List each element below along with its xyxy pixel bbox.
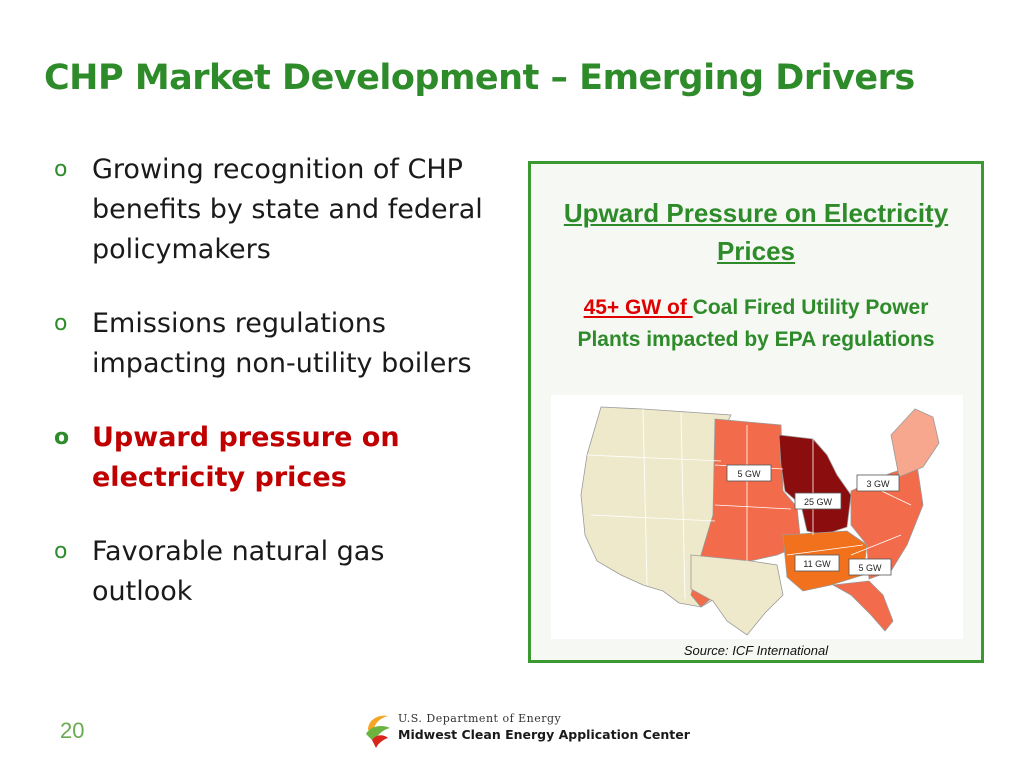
svg-text:3 GW: 3 GW bbox=[866, 479, 890, 489]
svg-text:11 GW: 11 GW bbox=[803, 559, 831, 569]
panel-stat: 45+ GW of Coal Fired Utility Power Plant… bbox=[551, 292, 961, 356]
stat-highlight: 45+ GW of bbox=[583, 296, 693, 319]
page-number: 20 bbox=[60, 718, 85, 743]
footer-logo: U.S. Department of Energy Midwest Clean … bbox=[362, 708, 690, 752]
bullet-text: Emissions regulations impacting non-util… bbox=[92, 308, 472, 379]
us-map: 5 GW 25 GW 3 GW 11 GW 5 GW bbox=[551, 395, 963, 639]
bullet-item: o Favorable natural gas outlook bbox=[54, 532, 484, 612]
map-region-florida bbox=[831, 580, 894, 632]
stat-text: Coal Fired Utility Power Plants impacted… bbox=[577, 296, 935, 351]
footer-center-name: Midwest Clean Energy Application Center bbox=[398, 727, 690, 742]
map-label-25gw-lakes: 25 GW bbox=[794, 492, 842, 510]
info-panel: Upward Pressure on Electricity Prices 45… bbox=[528, 161, 984, 663]
map-label-5gw-plains: 5 GW bbox=[726, 464, 772, 482]
bullet-marker: o bbox=[54, 157, 68, 182]
panel-heading: Upward Pressure on Electricity Prices bbox=[563, 198, 949, 266]
bullet-item: o Emissions regulations impacting non-ut… bbox=[54, 304, 484, 384]
bullet-marker: o bbox=[54, 539, 68, 564]
source-caption: Source: ICF International bbox=[683, 643, 829, 658]
bullet-item-highlighted: o Upward pressure on electricity prices bbox=[54, 418, 484, 498]
map-region-great-lakes bbox=[778, 434, 852, 536]
slide-title: CHP Market Development – Emerging Driver… bbox=[44, 58, 915, 98]
bullet-marker: o bbox=[54, 425, 70, 450]
doe-flame-icon bbox=[366, 715, 390, 748]
map-label-5gw-southeast: 5 GW bbox=[848, 558, 892, 576]
bullet-text: Favorable natural gas outlook bbox=[92, 536, 385, 607]
footer-org-line: U.S. Department of Energy bbox=[398, 712, 562, 725]
svg-text:5 GW: 5 GW bbox=[858, 563, 882, 573]
bullet-marker: o bbox=[54, 311, 68, 336]
map-label-11gw-southeast: 11 GW bbox=[794, 554, 840, 572]
us-map-svg: 5 GW 25 GW 3 GW 11 GW 5 GW bbox=[580, 406, 940, 636]
map-region-texas bbox=[690, 554, 784, 636]
map-region-northeast bbox=[890, 408, 940, 478]
svg-text:25 GW: 25 GW bbox=[804, 497, 833, 507]
svg-text:5 GW: 5 GW bbox=[737, 469, 761, 479]
bullet-item: o Growing recognition of CHP benefits by… bbox=[54, 150, 484, 270]
map-label-3gw-northeast: 3 GW bbox=[856, 474, 900, 492]
bullet-list: o Growing recognition of CHP benefits by… bbox=[54, 150, 484, 646]
bullet-text: Growing recognition of CHP benefits by s… bbox=[92, 154, 483, 265]
bullet-text: Upward pressure on electricity prices bbox=[92, 422, 400, 493]
